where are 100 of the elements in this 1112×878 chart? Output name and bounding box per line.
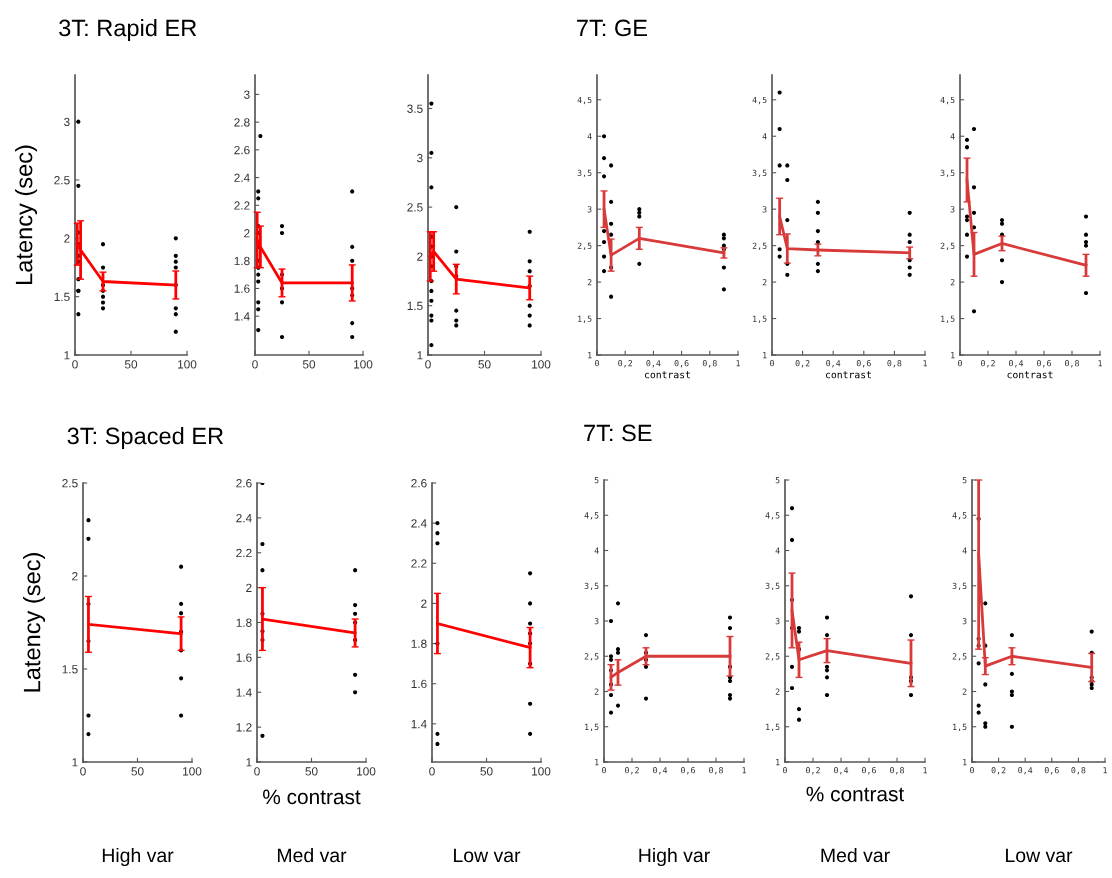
x-tick-label: 0	[429, 767, 435, 776]
y-tick-label: 1,5	[578, 315, 592, 323]
x-tick-label: 0,8	[1065, 360, 1079, 368]
x-tick-label: 50	[302, 360, 316, 369]
x-tick-label: 0,4	[1009, 360, 1024, 368]
x-tick-label: 0,6	[681, 767, 695, 775]
chart-title: 3T: Spaced ER	[67, 427, 224, 450]
x-tick-label: 0	[254, 767, 260, 776]
y-tick-label: 1,5	[766, 723, 780, 732]
y-tick-label: 1	[64, 351, 70, 360]
y-tick-label: 2,5	[765, 653, 780, 661]
y-tick-label: 1,5	[585, 723, 599, 732]
x-tick-label: 0	[602, 767, 606, 774]
y-tick-label: 4	[762, 133, 767, 140]
y-tick-label: 3.5	[407, 104, 423, 113]
y-tick-label: 1.5	[54, 292, 70, 302]
y-tick-label: 4	[950, 133, 955, 140]
x-tick-label: 50	[478, 360, 491, 369]
y-tick-label: 4,5	[752, 96, 767, 105]
x-tick-label: 0	[770, 360, 774, 367]
y-tick-label: 4	[594, 547, 599, 554]
x-tick-label: 0,2	[991, 767, 1006, 775]
x-tick-label: 0,2	[795, 360, 810, 368]
y-tick-label: 3	[64, 117, 70, 127]
chart-title: 7T: SE	[584, 424, 652, 442]
y-tick-label: 4,5	[577, 96, 592, 105]
y-tick-label: 1.8	[234, 256, 250, 266]
x-tick-label: 0,4	[646, 360, 661, 368]
y-tick-label: 1.4	[411, 720, 427, 729]
y-tick-label: 1	[951, 352, 955, 359]
x-tick-label: 0	[958, 360, 962, 367]
text: Low var	[454, 848, 521, 863]
y-tick-label: 4	[962, 547, 967, 554]
x-axis-title: contrast	[645, 371, 690, 379]
x-tick-label: 0	[80, 767, 86, 776]
y-tick-label: 1	[417, 351, 423, 360]
x-tick-label: 100	[357, 767, 376, 776]
x-tick-label: 1	[1098, 360, 1102, 367]
x-tick-label: 0	[425, 360, 431, 369]
y-tick-label: 1,5	[953, 723, 967, 732]
x-axis-title: % contrast	[263, 789, 361, 805]
y-tick-label: 2	[950, 279, 955, 286]
x-tick-label: 0	[595, 360, 599, 367]
y-tick-label: 1	[588, 352, 592, 359]
y-tick-label: 2,5	[752, 242, 767, 250]
y-tick-label: 1.4	[234, 312, 250, 321]
y-tick-label: 3,5	[940, 169, 955, 178]
y-tick-label: 1.6	[234, 284, 250, 293]
x-tick-label: 50	[124, 360, 138, 369]
y-tick-label: 2.4	[236, 513, 252, 523]
x-tick-label: 0,8	[887, 360, 902, 368]
x-axis-title: % contrast	[806, 786, 905, 802]
y-tick-label: 3	[762, 206, 767, 213]
y-tick-label: 2.6	[411, 479, 427, 488]
y-tick-label: 2.5	[407, 203, 423, 212]
y-tick-label: 3	[244, 90, 250, 99]
y-tick-label: 1	[595, 759, 599, 766]
y-tick-label: 1.6	[411, 679, 427, 689]
y-tick-label: 2.4	[234, 173, 250, 182]
x-tick-label: 0	[72, 360, 78, 369]
x-tick-label: 0,8	[709, 767, 723, 775]
y-tick-label: 2.2	[411, 559, 427, 568]
x-axis-title: contrast	[1007, 371, 1053, 379]
y-tick-label: 2	[587, 279, 592, 286]
x-tick-label: 0	[252, 360, 258, 369]
y-tick-label: 2.2	[234, 201, 250, 210]
text: Med var	[277, 847, 347, 863]
x-tick-label: 0,2	[625, 767, 639, 775]
y-tick-label: 1	[963, 759, 967, 766]
x-axis-title: contrast	[826, 371, 871, 379]
x-tick-label: 0,8	[890, 767, 904, 775]
y-tick-label: 3	[950, 206, 955, 213]
y-tick-label: 2	[421, 599, 427, 608]
y-tick-label: 2,5	[940, 242, 955, 250]
y-tick-label: 1,5	[753, 315, 767, 323]
x-tick-label: 0,4	[653, 767, 668, 775]
x-tick-label: 0,8	[702, 360, 717, 368]
y-tick-label: 1.8	[411, 639, 427, 648]
y-tick-label: 4,5	[952, 512, 967, 520]
x-tick-label: 100	[183, 767, 202, 776]
x-tick-label: 0	[783, 767, 787, 774]
y-tick-label: 2,5	[584, 653, 599, 661]
x-tick-label: 100	[532, 767, 551, 776]
chart-title: 7T: GE	[577, 19, 647, 37]
y-tick-label: 1.4	[236, 688, 252, 697]
chart-title: 3T: Rapid ER	[59, 19, 197, 42]
y-tick-label: 2	[962, 688, 967, 695]
y-tick-label: 4,5	[940, 96, 955, 105]
x-tick-label: 0,8	[1071, 767, 1086, 775]
y-tick-label: 3,5	[952, 582, 967, 591]
y-tick-label: 2.5	[54, 176, 70, 185]
y-tick-label: 4	[775, 547, 780, 554]
y-tick-label: 2	[775, 688, 780, 695]
y-tick-label: 2.2	[236, 548, 252, 558]
x-tick-label: 0,4	[1018, 767, 1033, 775]
y-tick-label: 1,5	[941, 315, 955, 323]
text: High var	[102, 847, 174, 867]
x-tick-label: 1	[923, 360, 927, 367]
y-tick-label: 1.8	[236, 618, 252, 627]
y-tick-label: 2.4	[411, 519, 427, 528]
